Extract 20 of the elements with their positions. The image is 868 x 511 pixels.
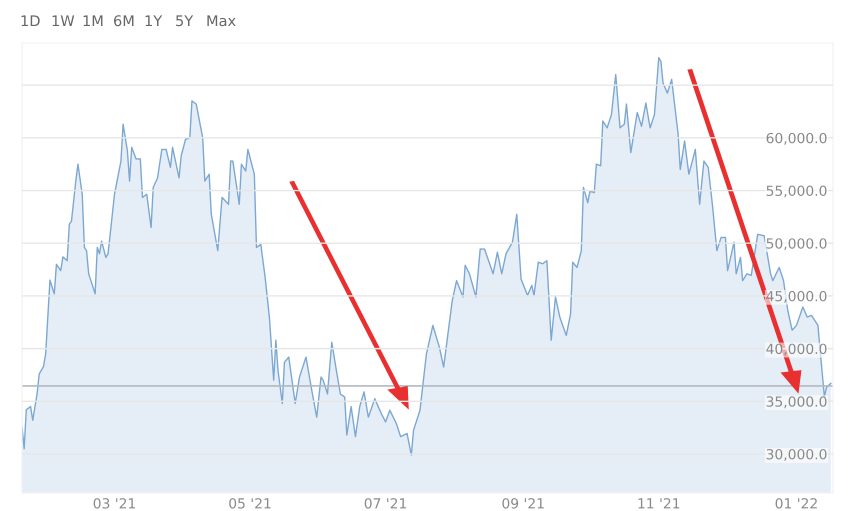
y-tick-label: 35,000.0 (766, 396, 827, 408)
x-tick-label: 01 '22 (776, 498, 817, 509)
x-tick-label: 11 '21 (638, 498, 680, 508)
y-tick-label: 45,000.0 (766, 290, 827, 303)
text: 1W (52, 15, 74, 26)
text: 6M (114, 15, 134, 26)
y-tick-label: 55,000.0 (766, 186, 827, 198)
text: 1D (22, 15, 40, 26)
text: Max (207, 15, 236, 26)
x-tick-label: 05 '21 (229, 498, 271, 509)
y-tick-label: 50,000.0 (766, 238, 827, 250)
text: 5Y (176, 15, 194, 26)
y-tick-label: 60,000.0 (766, 132, 827, 145)
x-tick-label: 03 '21 (94, 498, 136, 509)
x-tick-label: 07 '21 (364, 498, 406, 509)
x-tick-label: 09 '21 (502, 498, 544, 509)
y-tick-label: 30,000.0 (766, 448, 827, 461)
text: 1M (84, 15, 102, 26)
y-tick-label: 40,000.0 (766, 344, 827, 356)
text: 1Y (146, 15, 162, 26)
